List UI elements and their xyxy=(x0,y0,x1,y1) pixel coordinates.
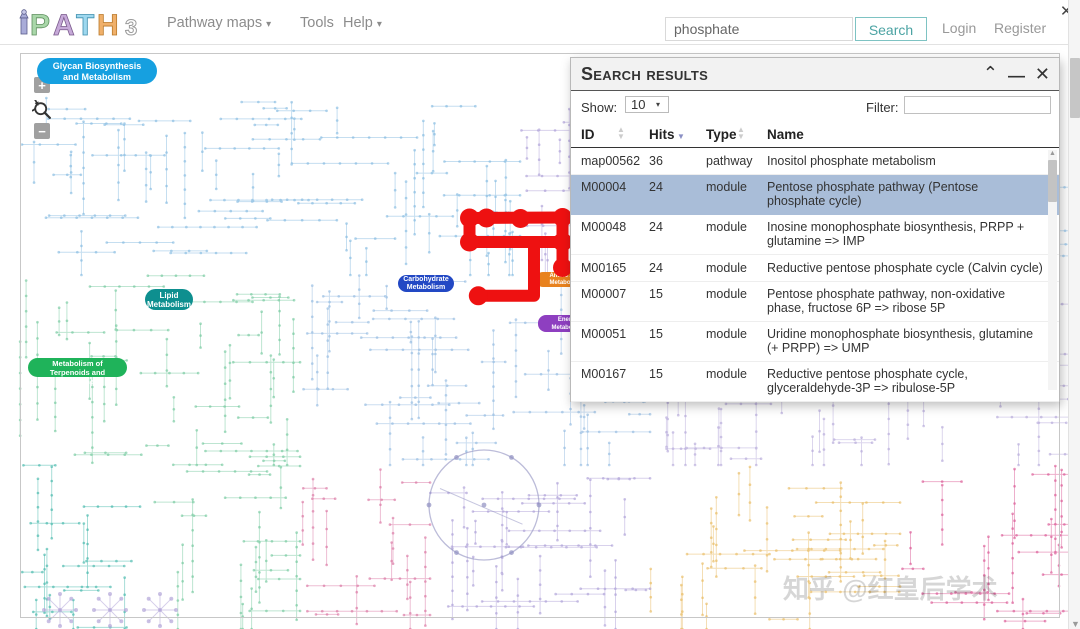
svg-text:A: A xyxy=(53,9,75,42)
svg-text:T: T xyxy=(76,9,94,42)
svg-text:P: P xyxy=(30,9,50,42)
svg-text:H: H xyxy=(97,9,119,42)
svg-text:3: 3 xyxy=(125,15,137,40)
